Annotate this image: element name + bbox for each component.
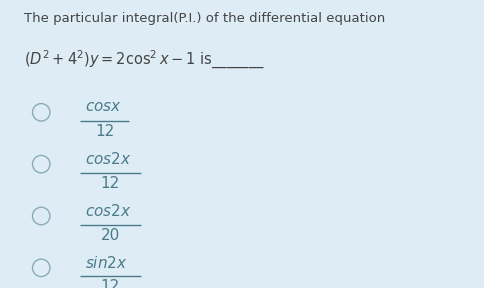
Text: 20: 20: [101, 228, 120, 242]
Text: $\mathit{sin2x}$: $\mathit{sin2x}$: [85, 255, 127, 271]
Text: The particular integral(P.I.) of the differential equation: The particular integral(P.I.) of the dif…: [24, 12, 385, 24]
Text: $\mathit{cosx}$: $\mathit{cosx}$: [85, 99, 121, 114]
Text: 12: 12: [101, 279, 120, 288]
Text: $(D^2 + 4^2)y = 2\cos^2 x - 1\ \mathrm{is}$_______: $(D^2 + 4^2)y = 2\cos^2 x - 1\ \mathrm{i…: [24, 49, 265, 71]
Text: 12: 12: [101, 176, 120, 191]
Text: $\mathit{cos2x}$: $\mathit{cos2x}$: [85, 151, 131, 167]
Text: $\mathit{cos2x}$: $\mathit{cos2x}$: [85, 203, 131, 219]
Text: 12: 12: [95, 124, 114, 139]
